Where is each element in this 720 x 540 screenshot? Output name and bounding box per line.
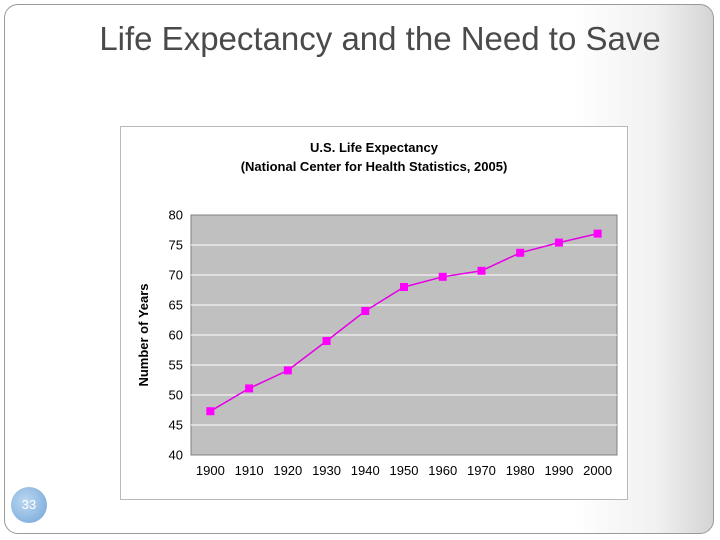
data-point-marker bbox=[245, 384, 254, 393]
y-tick-label: 65 bbox=[169, 298, 183, 313]
x-tick-labels: 1900 1910 1920 1930 1940 1950 1960 1970 1980 1990… bbox=[196, 463, 612, 478]
y-tick-label: 55 bbox=[169, 358, 183, 373]
data-point-marker bbox=[477, 266, 486, 275]
life-expectancy-chart: U.S. Life Expectancy (National Center fo… bbox=[136, 140, 618, 478]
x-tick-label: 1950 bbox=[390, 463, 419, 478]
x-tick-label: 1940 bbox=[351, 463, 380, 478]
data-point-marker bbox=[361, 307, 370, 315]
data-point-marker bbox=[516, 248, 525, 257]
data-point-marker bbox=[593, 229, 602, 238]
x-tick-label: 1980 bbox=[506, 463, 535, 478]
y-tick-label: 70 bbox=[169, 268, 183, 283]
y-tick-label: 60 bbox=[169, 328, 183, 343]
y-tick-label: 45 bbox=[169, 418, 183, 433]
data-point-marker bbox=[283, 366, 292, 375]
x-tick-label: 1930 bbox=[312, 463, 341, 478]
x-tick-label: 1970 bbox=[467, 463, 496, 478]
chart-title: U.S. Life Expectancy bbox=[310, 140, 439, 155]
x-tick-label: 1920 bbox=[273, 463, 302, 478]
y-tick-label: 50 bbox=[169, 388, 183, 403]
data-point-marker bbox=[554, 238, 563, 247]
x-tick-label: 2000 bbox=[583, 463, 612, 478]
x-tick-label: 1960 bbox=[428, 463, 457, 478]
data-point-marker bbox=[438, 272, 447, 281]
gridlines bbox=[191, 244, 617, 426]
y-tick-label: 75 bbox=[169, 238, 183, 253]
data-point-marker bbox=[322, 337, 331, 345]
y-tick-labels: 40 45 50 55 60 65 70 75 80 bbox=[169, 208, 183, 463]
slide-title: Life Expectancy and the Need to Save bbox=[99, 20, 661, 57]
chart-container: U.S. Life Expectancy (National Center fo… bbox=[120, 126, 628, 500]
y-tick-label: 80 bbox=[169, 208, 183, 223]
x-tick-label: 1910 bbox=[235, 463, 264, 478]
y-axis-label: Number of Years bbox=[136, 283, 151, 386]
chart-subtitle: (National Center for Health Statistics, … bbox=[241, 159, 508, 174]
data-point-marker bbox=[400, 283, 408, 291]
series-markers bbox=[206, 229, 602, 416]
x-tick-label: 1900 bbox=[196, 463, 225, 478]
slide-number: 33 bbox=[11, 487, 47, 523]
y-tick-label: 40 bbox=[169, 448, 183, 463]
data-point-marker bbox=[206, 407, 215, 416]
x-tick-label: 1990 bbox=[544, 463, 573, 478]
